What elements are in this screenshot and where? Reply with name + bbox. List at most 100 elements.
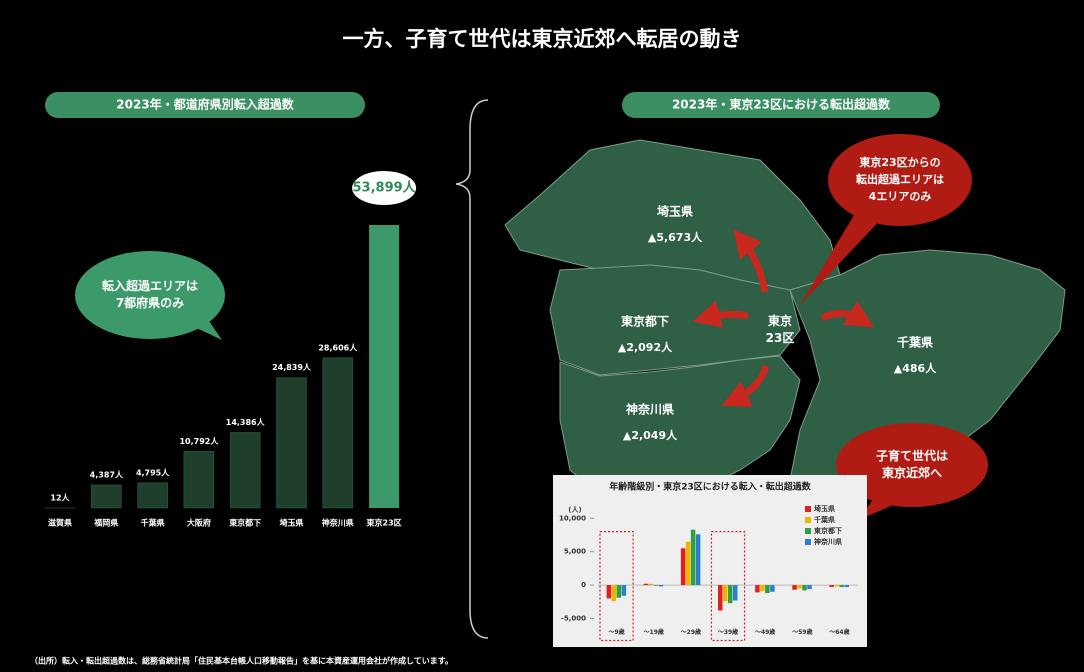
inset-panel — [553, 475, 867, 647]
arrow — [692, 300, 749, 328]
value-label: 28,606人 — [318, 342, 358, 352]
multiline-text: 転出超過エリアは — [856, 172, 944, 186]
bar — [276, 377, 307, 509]
callout-bubble — [828, 134, 972, 226]
value-label: 4,387人 — [90, 469, 124, 479]
region-name: 埼玉県 — [657, 204, 693, 219]
bar — [723, 585, 728, 602]
right-pill — [622, 92, 940, 118]
arrow — [733, 229, 769, 293]
bar — [728, 585, 733, 604]
bar — [834, 585, 839, 587]
x-tick-label: ～19歳 — [644, 628, 664, 636]
legend-label: 神奈川県 — [814, 537, 842, 546]
highlight-box — [710, 530, 746, 642]
bar — [648, 583, 654, 586]
bar — [807, 585, 812, 590]
bar — [844, 585, 849, 588]
bar — [621, 585, 627, 596]
bar — [658, 585, 664, 587]
region-value: ▲5,673人 — [648, 230, 703, 244]
bar — [685, 541, 691, 586]
legend-label: 東京都下 — [814, 526, 842, 535]
y-tick-label: -5,000 — [561, 614, 586, 622]
legend-swatch — [805, 517, 811, 523]
bar — [760, 585, 765, 592]
x-tick-label: 福岡県 — [93, 518, 118, 528]
multiline-text: 子育て世代は — [876, 448, 948, 463]
bar — [733, 585, 738, 601]
x-tick-label: 滋賀県 — [48, 518, 72, 528]
bar — [369, 225, 400, 508]
bar — [643, 583, 649, 586]
annotation-bubble — [75, 251, 225, 339]
inset-title: 年齢階級別・東京23区における転入・転出超過数 — [609, 481, 812, 493]
bar — [718, 585, 723, 611]
x-tick-label: 神奈川県 — [322, 518, 354, 528]
value-label: 10,792人 — [179, 436, 219, 446]
legend-swatch — [805, 528, 811, 534]
bar-chart-title: 2023年・都道府県別転入超過数 — [116, 97, 294, 112]
map-title: 2023年・東京23区における転出超過数 — [672, 97, 891, 112]
arrow — [820, 300, 875, 328]
x-tick-label: ～59歳 — [792, 628, 812, 636]
region-name: 千葉県 — [897, 335, 933, 350]
y-tick-label: 10,000 — [559, 514, 586, 522]
x-tick-label: 東京都下 — [229, 518, 261, 528]
multiline-text: 23区 — [766, 331, 795, 345]
legend-label: 埼玉県 — [814, 504, 835, 513]
left-pill — [45, 92, 365, 118]
bar — [839, 585, 844, 588]
bar — [802, 585, 807, 591]
bar — [91, 484, 122, 509]
value-label: 53,899人 — [353, 180, 417, 196]
multiline-text: 東京近郊へ — [882, 465, 942, 480]
value-label: 4,795人 — [136, 467, 170, 477]
region-name: 東京都下 — [621, 314, 669, 329]
bar — [792, 585, 797, 590]
value-label-bubble — [352, 171, 417, 205]
arrow — [721, 364, 770, 407]
x-tick-label: ～49歳 — [755, 628, 775, 636]
bar — [137, 482, 168, 509]
multiline-text: 東京 — [768, 313, 792, 328]
brace — [455, 99, 489, 639]
bar — [695, 534, 701, 586]
region-value: ▲486人 — [894, 361, 937, 375]
region-tokyo-west — [549, 264, 801, 376]
x-tick-label: 東京23区 — [367, 518, 402, 528]
y-axis-label: (人) — [568, 505, 581, 514]
legend-label: 千葉県 — [814, 515, 835, 524]
bar — [611, 585, 617, 602]
footnote: （出所）転入・転出超過数は、総務省統計局「住民基本台帳人口移動報告」を基に本資産… — [30, 656, 453, 666]
y-tick-label: 5,000 — [564, 548, 586, 556]
bar — [797, 585, 802, 589]
bar — [229, 432, 261, 509]
bar — [770, 585, 775, 592]
bar — [755, 585, 760, 593]
multiline-text: 4エリアのみ — [869, 190, 932, 203]
bar — [606, 585, 612, 599]
value-label: 14,386人 — [226, 417, 266, 427]
bar — [183, 451, 215, 509]
region-name: 神奈川県 — [626, 402, 674, 417]
bar — [829, 585, 834, 588]
legend-swatch — [805, 506, 811, 512]
callout-tail — [800, 205, 885, 305]
x-tick-label: ～29歳 — [681, 628, 701, 636]
region-value: ▲2,092人 — [618, 340, 673, 354]
multiline-text: 東京23区からの — [859, 155, 940, 169]
legend-swatch — [805, 539, 811, 545]
x-tick-label: ～9歳 — [608, 628, 624, 636]
bar — [765, 585, 770, 594]
slide-title: 一方、子育て世代は東京近郊へ転居の動き — [343, 27, 742, 51]
region-value: ▲2,049人 — [623, 428, 678, 442]
x-tick-label: 千葉県 — [141, 518, 165, 528]
bar — [322, 357, 354, 509]
y-tick-label: 0 — [581, 581, 586, 589]
bar — [616, 585, 622, 598]
x-tick-label: ～64歳 — [829, 628, 849, 636]
highlight-box — [599, 530, 634, 642]
bar — [653, 585, 659, 586]
